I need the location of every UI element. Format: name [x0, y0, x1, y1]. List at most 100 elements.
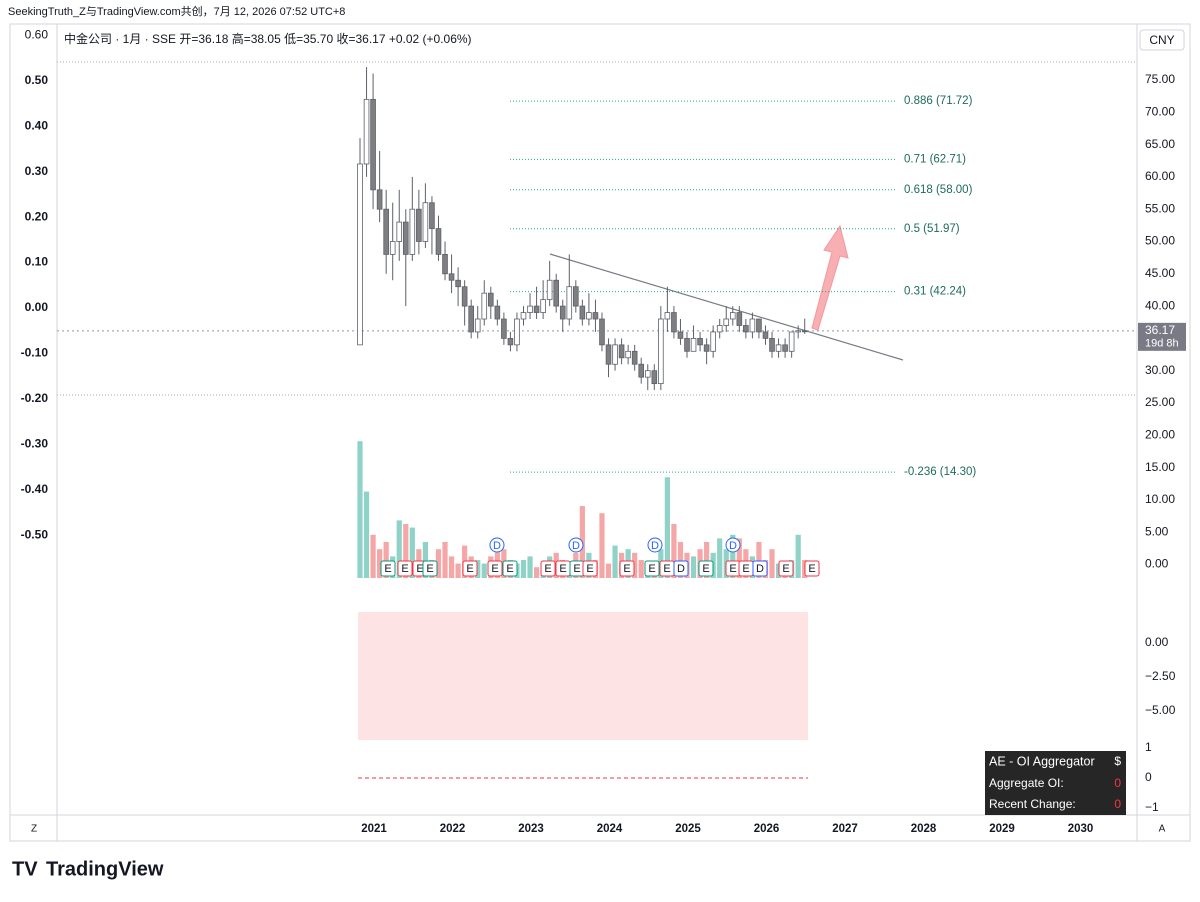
candle-body — [435, 228, 442, 255]
event-label: D — [493, 540, 501, 552]
candle-body — [357, 163, 363, 346]
candle-body — [370, 98, 376, 191]
candle-body — [494, 305, 501, 320]
candle-body — [573, 286, 579, 307]
volume-bar — [605, 563, 612, 578]
volume-bar — [448, 556, 455, 578]
candle-body — [416, 208, 422, 242]
event-label: E — [544, 563, 551, 575]
fib-label: 0.31 (42.24) — [904, 286, 966, 298]
y-tick-label: 30.00 — [1145, 363, 1175, 377]
event-label: E — [586, 563, 593, 575]
candle-body — [625, 350, 631, 359]
candle-body — [586, 312, 592, 320]
x-tick-label: 2025 — [675, 823, 701, 835]
fib-label: 0.71 (62.71) — [904, 153, 966, 165]
candle-body — [474, 318, 481, 333]
left-tick-label: -0.10 — [21, 346, 49, 360]
event-badge — [619, 560, 635, 577]
y-tick-label: 5.00 — [1145, 524, 1169, 538]
candle-body — [579, 305, 586, 320]
event-label: E — [466, 563, 473, 575]
footer-right: A — [1159, 824, 1166, 835]
left-tick-label: 0.10 — [25, 255, 49, 269]
volume-bar — [632, 552, 638, 578]
volume-bar — [690, 556, 697, 578]
event-badge — [502, 560, 518, 577]
logo-mark: TV — [12, 858, 38, 880]
candle-body — [612, 344, 618, 365]
y-tick-label: 40.00 — [1145, 298, 1175, 312]
volume-bar — [736, 538, 742, 578]
candle-body — [540, 299, 546, 313]
volume-bar — [357, 441, 363, 578]
candle-body — [618, 344, 625, 359]
candle-body — [690, 337, 697, 352]
fib-label: -0.236 (14.30) — [904, 466, 976, 478]
candle-body — [487, 292, 494, 307]
oi-table — [985, 751, 1126, 815]
event-label: E — [702, 563, 709, 575]
macd-tick-label: −2.50 — [1145, 669, 1176, 683]
event-badge — [804, 560, 820, 577]
event-badge — [380, 560, 396, 577]
volume-bar — [377, 549, 383, 578]
candle-body — [566, 286, 573, 320]
candle-body — [383, 208, 389, 255]
candle-body — [402, 221, 409, 255]
volume-bar — [533, 567, 540, 578]
candle-body — [514, 318, 520, 346]
event-badge — [540, 560, 556, 577]
event-badge — [673, 560, 689, 577]
candle-body — [697, 337, 703, 346]
oi-label: Aggregate OI: — [989, 776, 1064, 790]
x-tick-label: 2021 — [361, 823, 387, 835]
oi-value: 0 — [1114, 776, 1121, 790]
candle-body — [592, 312, 599, 320]
candle-body — [409, 208, 416, 255]
volume-bar — [520, 560, 527, 578]
candle-body — [396, 221, 403, 242]
candle-body — [605, 344, 612, 365]
left-tick-label: 0.00 — [25, 300, 49, 314]
x-tick-label: 2026 — [754, 823, 780, 835]
candle-body — [671, 312, 677, 333]
event-label: D — [572, 540, 580, 552]
x-tick-label: 2023 — [518, 823, 544, 835]
left-tick-label: -0.20 — [21, 391, 49, 405]
event-label: E — [742, 563, 749, 575]
event-label: E — [401, 563, 408, 575]
volume-bar — [370, 534, 376, 578]
left-tick-label: 0.30 — [25, 164, 49, 178]
legend: 中金公司 · 1月 · SSE 开=36.18 高=38.05 低=35.70 … — [64, 31, 472, 46]
volume-bar — [422, 542, 428, 578]
candle-body — [546, 279, 553, 301]
event-label: E — [573, 563, 580, 575]
credit: SeekingTruth_Z与TradingView.com共创，7月 12, … — [8, 5, 345, 18]
candle-body — [553, 279, 559, 307]
candle-body — [559, 305, 566, 320]
volume-bar — [671, 524, 677, 578]
candle-body — [716, 325, 723, 333]
candle-body — [677, 331, 684, 339]
candle-body — [769, 337, 775, 352]
oi-value: 0 — [1114, 797, 1121, 811]
event-badge — [487, 560, 503, 577]
y-tick-label: 20.00 — [1145, 427, 1175, 441]
candle-body — [507, 337, 514, 346]
event-label: E — [491, 563, 498, 575]
currency: CNY — [1149, 33, 1174, 47]
candle-body — [599, 318, 605, 346]
candle-body — [363, 98, 370, 165]
candle-body — [501, 318, 507, 339]
candle-body — [442, 254, 448, 275]
candle-body — [729, 312, 736, 320]
volume-bar — [717, 538, 723, 578]
y-tick-label: 45.00 — [1145, 266, 1175, 280]
event-badge — [752, 560, 768, 577]
volume-bar — [612, 545, 618, 578]
event-badge — [489, 537, 505, 553]
candle-body — [389, 241, 396, 255]
fib-label: 0.886 (71.72) — [904, 95, 973, 107]
event-label: E — [663, 563, 670, 575]
